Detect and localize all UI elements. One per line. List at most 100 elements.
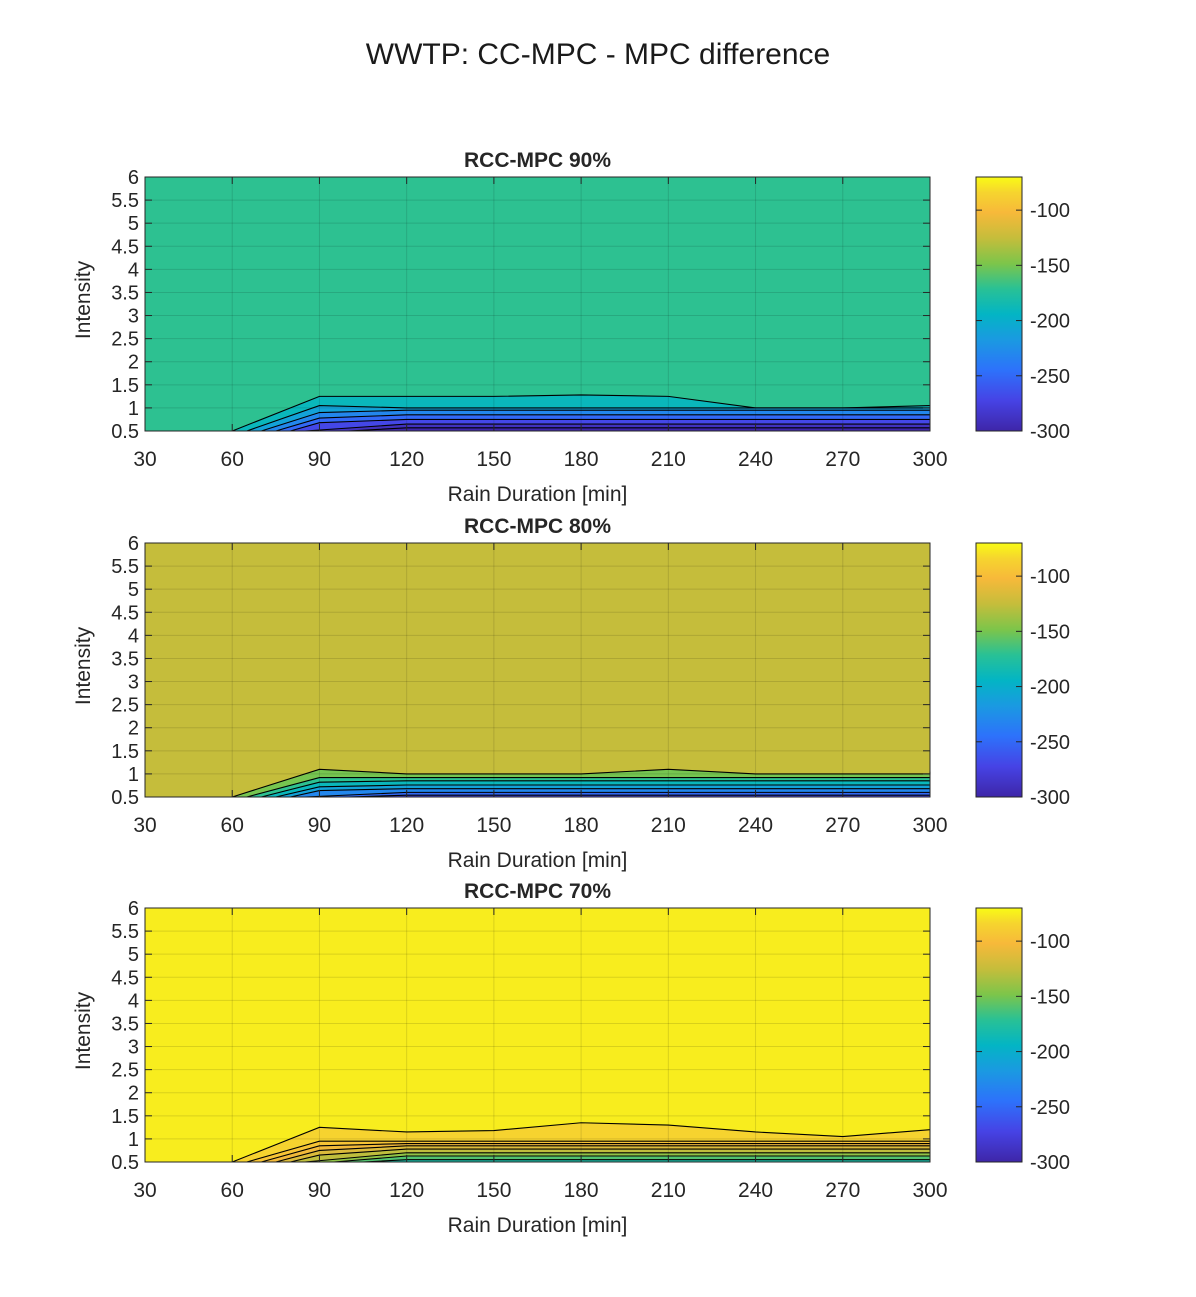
contour-line: [290, 1148, 930, 1163]
y-tick-label: 4.5: [111, 236, 139, 258]
axes-box: [144, 542, 931, 798]
y-tick-label: 5: [128, 579, 139, 601]
x-tick-label: 60: [221, 1179, 244, 1202]
colorbar-tick-label: -300: [1030, 787, 1070, 809]
contour-line: [304, 1152, 930, 1163]
contour-line: [246, 777, 930, 798]
x-tick-label: 60: [221, 814, 244, 837]
x-tick-label: 300: [912, 1179, 947, 1202]
y-tick-label: 5.5: [111, 556, 139, 578]
x-tick-label: 30: [133, 448, 156, 471]
y-tick-label: 6: [128, 898, 139, 920]
subplot-title: RCC-MPC 80%: [464, 515, 611, 538]
x-tick-label: 240: [738, 448, 773, 471]
x-tick-label: 150: [476, 814, 511, 837]
y-tick-label: 0.5: [111, 787, 139, 809]
colorbar-tick-label: -150: [1030, 986, 1070, 1008]
axes-box: [144, 176, 931, 432]
x-tick-label: 90: [308, 448, 331, 471]
colorbar-tick-label: -100: [1030, 566, 1070, 588]
y-tick-label: 3: [128, 1037, 139, 1059]
colorbar: [975, 907, 1023, 1163]
contour-line: [246, 405, 930, 432]
y-axis-label: Intensity: [72, 626, 95, 705]
y-tick-label: 4.5: [111, 967, 139, 989]
subplot-3: 30 60 90 120 150 180 210 240 270 300 0.511.522.533…: [72, 880, 1070, 1237]
y-tick-label: 5.5: [111, 921, 139, 943]
x-tick-label: 270: [825, 448, 860, 471]
x-tick-label: 180: [564, 448, 599, 471]
x-tick-label: 120: [389, 814, 424, 837]
subplot-1: 30 60 90 120 150 180 210 240 270 300 0.511.522.533…: [72, 149, 1070, 506]
contour-line: [232, 1122, 931, 1163]
y-tick-label: 3: [128, 672, 139, 694]
x-tick-label: 30: [133, 814, 156, 837]
y-tick-label: 3.5: [111, 1013, 139, 1035]
y-tick-label: 1: [128, 764, 139, 786]
colorbar-tick-label: -150: [1030, 621, 1070, 643]
colorbar-tick-label: -200: [1030, 1042, 1070, 1064]
x-tick-label: 90: [308, 1179, 331, 1202]
contour-line: [290, 418, 930, 432]
plot-area-background: [145, 177, 930, 431]
y-tick-label: 2: [128, 1083, 139, 1105]
subplot-title: RCC-MPC 70%: [464, 880, 611, 903]
colorbar-tick-label: -250: [1030, 1097, 1070, 1119]
contour-line: [232, 768, 931, 798]
x-axis-label: Rain Duration [min]: [448, 1214, 628, 1237]
contour-line: [290, 788, 930, 798]
x-tick-label: 60: [221, 448, 244, 471]
x-tick-label: 150: [476, 448, 511, 471]
y-tick-label: 2.5: [111, 1060, 139, 1082]
y-tick-label: 5: [128, 213, 139, 235]
contour-line: [261, 780, 930, 798]
subplot-title: RCC-MPC 90%: [464, 149, 611, 172]
colorbar-tick-label: -200: [1030, 677, 1070, 699]
x-tick-label: 270: [825, 1179, 860, 1202]
y-tick-label: 4: [128, 625, 139, 647]
contour-line: [261, 409, 930, 432]
y-tick-label: 3: [128, 306, 139, 328]
y-tick-label: 1: [128, 1129, 139, 1151]
colorbar: [975, 542, 1023, 798]
x-tick-label: 300: [912, 814, 947, 837]
x-tick-label: 210: [651, 1179, 686, 1202]
y-tick-label: 2: [128, 352, 139, 374]
contour-line: [275, 1145, 930, 1163]
y-tick-label: 1: [128, 398, 139, 420]
y-tick-label: 5: [128, 944, 139, 966]
y-tick-label: 5.5: [111, 190, 139, 212]
y-tick-label: 4: [128, 990, 139, 1012]
contour-line: [246, 1140, 930, 1163]
y-tick-label: 2.5: [111, 329, 139, 351]
colorbar-tick-label: -100: [1030, 200, 1070, 222]
x-tick-label: 240: [738, 1179, 773, 1202]
colorbar-tick-label: -300: [1030, 421, 1070, 443]
colorbar: [975, 176, 1023, 432]
x-tick-label: 300: [912, 448, 947, 471]
y-tick-label: 2.5: [111, 695, 139, 717]
x-axis-label: Rain Duration [min]: [448, 849, 628, 872]
x-tick-label: 210: [651, 448, 686, 471]
y-tick-label: 6: [128, 167, 139, 189]
y-tick-label: 0.5: [111, 421, 139, 443]
y-tick-label: 4: [128, 259, 139, 281]
contour-band: [363, 1159, 930, 1162]
y-tick-label: 3.5: [111, 282, 139, 304]
contour-line: [261, 1142, 930, 1163]
plot-area-background: [145, 543, 930, 797]
colorbar-tick-label: -200: [1030, 311, 1070, 333]
y-tick-label: 3.5: [111, 648, 139, 670]
x-tick-label: 180: [564, 1179, 599, 1202]
colorbar-tick-label: -250: [1030, 732, 1070, 754]
x-axis-label: Rain Duration [min]: [448, 483, 628, 506]
axes-box: [144, 907, 931, 1163]
x-tick-label: 240: [738, 814, 773, 837]
colorbar-tick-label: -300: [1030, 1152, 1070, 1174]
y-tick-label: 1.5: [111, 741, 139, 763]
y-tick-label: 0.5: [111, 1152, 139, 1174]
x-tick-label: 120: [389, 448, 424, 471]
contour-line: [275, 414, 930, 432]
colorbar-tick-label: -250: [1030, 366, 1070, 388]
y-tick-label: 2: [128, 718, 139, 740]
